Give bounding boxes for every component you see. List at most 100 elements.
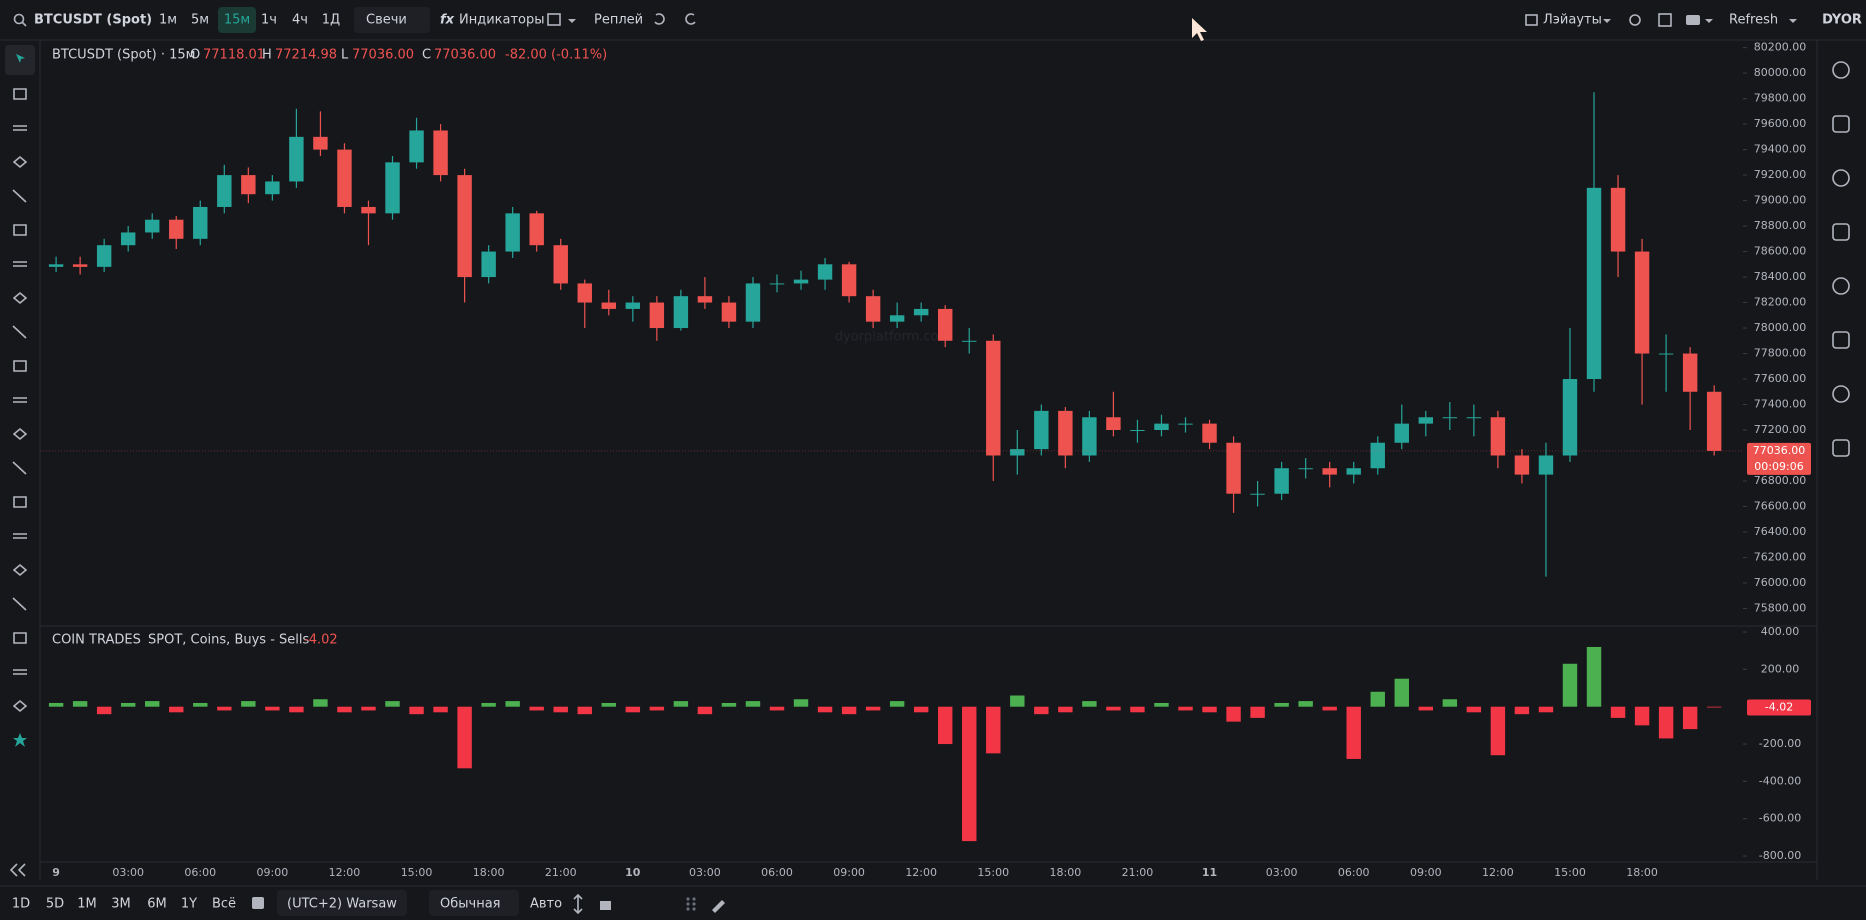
- x-tick-label: 12:00: [905, 866, 937, 879]
- drawing-tool-icon[interactable]: [12, 597, 27, 611]
- settings-icon[interactable]: [1629, 14, 1641, 26]
- cursor-tool-icon[interactable]: [16, 54, 25, 63]
- drawing-tool-icon[interactable]: [13, 224, 27, 236]
- drawing-tool-icon[interactable]: [12, 189, 27, 203]
- drawing-tool-icon[interactable]: [13, 533, 27, 539]
- interval-button[interactable]: 1ч: [261, 13, 277, 28]
- layouts-button[interactable]: Лэйауты: [1543, 13, 1602, 28]
- bar: [289, 706, 304, 713]
- drawing-tool-icon[interactable]: [12, 155, 28, 169]
- candle-body: [793, 279, 809, 284]
- interval-button[interactable]: 5м: [191, 13, 209, 28]
- drawing-tool-icon[interactable]: [13, 360, 27, 372]
- scale-mode[interactable]: Обычная: [440, 897, 500, 912]
- scale-arrows-icon[interactable]: [573, 893, 583, 915]
- lock-icon[interactable]: [600, 901, 611, 910]
- sidebar-icon[interactable]: [1832, 439, 1850, 457]
- range-button[interactable]: Всё: [212, 897, 236, 912]
- candle-body: [649, 302, 665, 329]
- redo-icon[interactable]: [685, 13, 696, 25]
- interval-button[interactable]: 1м: [159, 13, 177, 28]
- collapse-icon[interactable]: [9, 863, 26, 877]
- drawing-tool-icon[interactable]: [13, 496, 27, 508]
- interval-button[interactable]: 15м: [224, 13, 250, 28]
- candle-body: [1010, 449, 1025, 456]
- bar: [409, 706, 424, 715]
- bar: [1490, 706, 1506, 756]
- sidebar-icon[interactable]: [1832, 223, 1850, 241]
- price-legend: BTCUSDT (Spot) · 15м O 77118.01 H 77214.…: [52, 48, 607, 63]
- bar: [649, 706, 665, 711]
- range-button[interactable]: 5D: [46, 897, 64, 912]
- search-icon[interactable]: [13, 13, 25, 25]
- refresh-button[interactable]: Refresh: [1729, 13, 1778, 28]
- candle-body: [289, 136, 304, 182]
- sidebar-icon[interactable]: [1832, 331, 1850, 349]
- bar: [120, 702, 136, 707]
- drawing-tool-icon[interactable]: [12, 563, 28, 577]
- legend-o-label: O: [190, 48, 200, 63]
- auto-scale[interactable]: Авто: [530, 897, 562, 912]
- range-button[interactable]: 1M: [77, 897, 97, 912]
- symbol[interactable]: BTCUSDT (Spot): [34, 13, 152, 28]
- fullscreen-icon[interactable]: [1658, 13, 1672, 27]
- drawing-tool-icon[interactable]: [12, 427, 28, 441]
- candle-body: [1250, 493, 1265, 495]
- undo-icon[interactable]: [654, 13, 665, 25]
- drawing-tool-icon[interactable]: [12, 461, 27, 475]
- y-tick-label: -200.00: [1759, 737, 1801, 750]
- range-button[interactable]: 3M: [111, 897, 131, 912]
- templates-icon[interactable]: [547, 13, 561, 26]
- drawing-tool-icon[interactable]: [12, 325, 27, 339]
- drawing-tool-icon[interactable]: [13, 632, 27, 644]
- x-tick-label: 09:00: [833, 866, 865, 879]
- range-button[interactable]: 1D: [12, 897, 30, 912]
- replay-button[interactable]: Реплей: [594, 13, 643, 28]
- y-tick-label: 80000.00: [1754, 66, 1807, 79]
- calendar-icon[interactable]: [252, 897, 264, 909]
- candle-body: [745, 283, 761, 322]
- bar: [889, 701, 905, 707]
- candle-body: [1370, 442, 1385, 469]
- drawing-tool-icon[interactable]: [13, 125, 27, 131]
- bar: [745, 701, 761, 707]
- candle-body: [601, 302, 616, 309]
- top-toolbar: BTCUSDT (Spot) 1м 5м 15м 1ч 4ч 1Д Свечи fx Ин…: [13, 7, 1862, 41]
- sidebar-icon[interactable]: [1832, 277, 1850, 295]
- bar: [1442, 699, 1458, 707]
- sidebar-icon[interactable]: [1832, 169, 1850, 187]
- x-tick-label: 21:00: [1122, 866, 1154, 879]
- candle-body: [1490, 417, 1506, 456]
- interval-button[interactable]: 1Д: [322, 13, 340, 28]
- sidebar-icon[interactable]: [1832, 385, 1850, 403]
- drawing-tool-icon[interactable]: [13, 88, 27, 100]
- interval-button[interactable]: 4ч: [292, 13, 308, 28]
- drawing-tool-icon[interactable]: [13, 669, 27, 675]
- pencil-icon[interactable]: [712, 900, 725, 913]
- range-button[interactable]: 6M: [147, 897, 167, 912]
- candle-body: [1274, 468, 1289, 494]
- range-button[interactable]: 1Y: [181, 897, 197, 912]
- indicators-button[interactable]: Индикаторы: [459, 13, 545, 28]
- drawing-tool-icon[interactable]: [13, 397, 27, 403]
- bar: [1610, 706, 1626, 718]
- chart-style[interactable]: Свечи: [366, 13, 407, 28]
- candle-body: [1562, 379, 1578, 456]
- sidebar-icon[interactable]: [1832, 61, 1850, 79]
- bar: [433, 706, 448, 713]
- drawing-tool-icon[interactable]: [13, 261, 27, 267]
- logo[interactable]: DYOR: [1822, 13, 1862, 28]
- x-tick-label: 12:00: [1482, 866, 1514, 879]
- screenshot-icon[interactable]: [1686, 15, 1700, 25]
- bar: [313, 699, 328, 707]
- drawing-tool-icon[interactable]: [12, 699, 28, 713]
- y-tick-label: 77600.00: [1754, 372, 1807, 385]
- sidebar-icon[interactable]: [1832, 115, 1850, 133]
- timezone[interactable]: (UTC+2) Warsaw: [287, 897, 397, 912]
- candle-body: [481, 251, 496, 278]
- x-tick-label: 06:00: [184, 866, 216, 879]
- favorite-tool-icon[interactable]: [13, 733, 27, 747]
- drawing-tool-icon[interactable]: [12, 291, 28, 305]
- x-tick-label: 10: [625, 866, 641, 879]
- x-tick-label: 03:00: [1266, 866, 1298, 879]
